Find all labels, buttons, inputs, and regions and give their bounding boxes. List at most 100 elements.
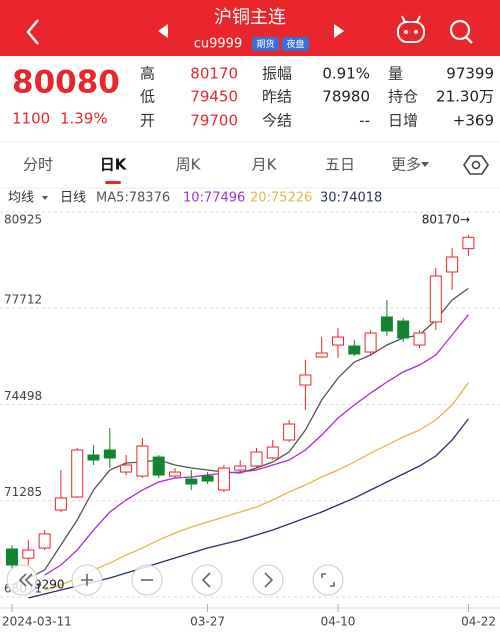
tab[interactable]: 五日 bbox=[325, 156, 355, 174]
candle-body bbox=[201, 475, 214, 482]
prev-contract[interactable] bbox=[158, 24, 168, 38]
field-label: 日增 bbox=[388, 112, 418, 130]
candle-body bbox=[364, 332, 377, 353]
field-value: 79450 bbox=[190, 88, 238, 106]
zoom-button[interactable] bbox=[191, 564, 223, 596]
search-icon[interactable] bbox=[449, 19, 473, 44]
ma-line bbox=[44, 314, 469, 576]
candle-body bbox=[397, 320, 410, 339]
candle-body bbox=[332, 336, 344, 346]
field-value: 0.91% bbox=[322, 65, 370, 83]
tab[interactable]: 更多 bbox=[391, 156, 421, 174]
next-contract[interactable] bbox=[334, 24, 344, 38]
field-label: 量 bbox=[388, 65, 403, 83]
x-tick-label: 04-22 bbox=[461, 615, 496, 629]
settings-icon[interactable] bbox=[463, 155, 489, 175]
low-label: 9290 bbox=[34, 578, 65, 592]
dropdown-arrow bbox=[421, 162, 429, 167]
zoom-icon bbox=[321, 573, 335, 587]
candle-body bbox=[38, 533, 51, 549]
ma-line bbox=[44, 382, 469, 591]
high-label: 80170→ bbox=[422, 213, 470, 227]
candle-body bbox=[266, 446, 279, 459]
tab-underline bbox=[105, 181, 121, 184]
y-tick-label: 71285 bbox=[4, 485, 42, 499]
candle-body bbox=[429, 275, 442, 323]
field-value: 78980 bbox=[322, 88, 370, 106]
candle-body bbox=[169, 471, 181, 477]
field-label: 振幅 bbox=[262, 65, 292, 83]
zoom-icon bbox=[81, 574, 93, 586]
ma-label: MA5:78376 bbox=[96, 191, 170, 206]
field-label: 昨结 bbox=[262, 88, 292, 106]
price-change: 1100 bbox=[12, 110, 50, 128]
field-value: -- bbox=[359, 112, 370, 130]
field-value: +369 bbox=[453, 112, 494, 130]
candle-body bbox=[185, 478, 198, 485]
candle-body bbox=[413, 332, 426, 346]
candle-body bbox=[152, 456, 165, 476]
badge bbox=[282, 37, 309, 51]
zoom-button[interactable] bbox=[252, 564, 284, 596]
zoom-button[interactable] bbox=[312, 564, 344, 596]
ma-label: 10:77496 bbox=[183, 191, 245, 206]
y-tick-label: 80925 bbox=[4, 213, 42, 227]
y-tick-label: 74498 bbox=[4, 389, 42, 403]
back-button[interactable] bbox=[26, 19, 39, 45]
candle-body bbox=[103, 449, 116, 459]
tab[interactable]: 日K bbox=[100, 156, 128, 174]
zoom-icon bbox=[18, 573, 33, 587]
field-label: 持仓 bbox=[388, 88, 418, 106]
badge-label: 期货 bbox=[256, 38, 274, 50]
x-tick-label: 2024-03-11 bbox=[2, 615, 72, 629]
candle-body bbox=[315, 352, 328, 358]
field-value: 97399 bbox=[446, 65, 494, 83]
field-label: 低 bbox=[140, 88, 155, 106]
candle-body bbox=[22, 549, 35, 559]
candle-body bbox=[348, 345, 361, 355]
candle-body bbox=[120, 464, 133, 473]
candle-body bbox=[6, 548, 18, 566]
top-bar bbox=[0, 0, 500, 56]
y-tick-label: 77712 bbox=[4, 293, 42, 307]
assistant-icon[interactable] bbox=[397, 15, 425, 43]
candle-body bbox=[71, 449, 84, 498]
candle-body bbox=[217, 467, 230, 491]
candle-body bbox=[462, 236, 475, 250]
contract-title: 沪铜主连 bbox=[214, 7, 286, 28]
candle-body bbox=[136, 445, 149, 477]
candle-body bbox=[234, 465, 247, 471]
last-price: 80080 bbox=[12, 65, 120, 101]
tab[interactable]: 月K bbox=[252, 156, 278, 174]
candle-body bbox=[250, 451, 263, 467]
ma-line bbox=[11, 287, 469, 586]
candle-body bbox=[299, 374, 312, 386]
price-change-pct: 1.39% bbox=[60, 110, 108, 128]
candle-body bbox=[87, 454, 100, 461]
zoom-button[interactable] bbox=[6, 564, 38, 596]
dropdown-arrow bbox=[42, 196, 48, 200]
tab[interactable]: 分时 bbox=[23, 156, 53, 174]
candle-body bbox=[380, 316, 393, 332]
candle-body bbox=[54, 497, 67, 511]
candle-body bbox=[283, 423, 296, 441]
badge bbox=[252, 37, 279, 51]
badge-label: 夜盘 bbox=[286, 38, 304, 50]
indicator-menu[interactable]: 均线 bbox=[8, 191, 34, 206]
field-value: 79700 bbox=[190, 112, 238, 130]
field-label: 开 bbox=[140, 112, 155, 130]
field-label: 高 bbox=[140, 65, 155, 83]
candle-body bbox=[446, 256, 459, 273]
field-label: 今结 bbox=[262, 112, 292, 130]
zoom-icon bbox=[264, 572, 274, 588]
ma-label: 20:75226 bbox=[250, 191, 312, 206]
ma-label: 30:74018 bbox=[320, 191, 382, 206]
x-tick-label: 03-27 bbox=[190, 615, 225, 629]
tab[interactable]: 周K bbox=[176, 156, 202, 174]
period: 日线 bbox=[60, 191, 86, 206]
x-tick-label: 04-10 bbox=[321, 615, 356, 629]
field-value: 80170 bbox=[190, 65, 238, 83]
contract-code: cu9999 bbox=[194, 37, 242, 52]
